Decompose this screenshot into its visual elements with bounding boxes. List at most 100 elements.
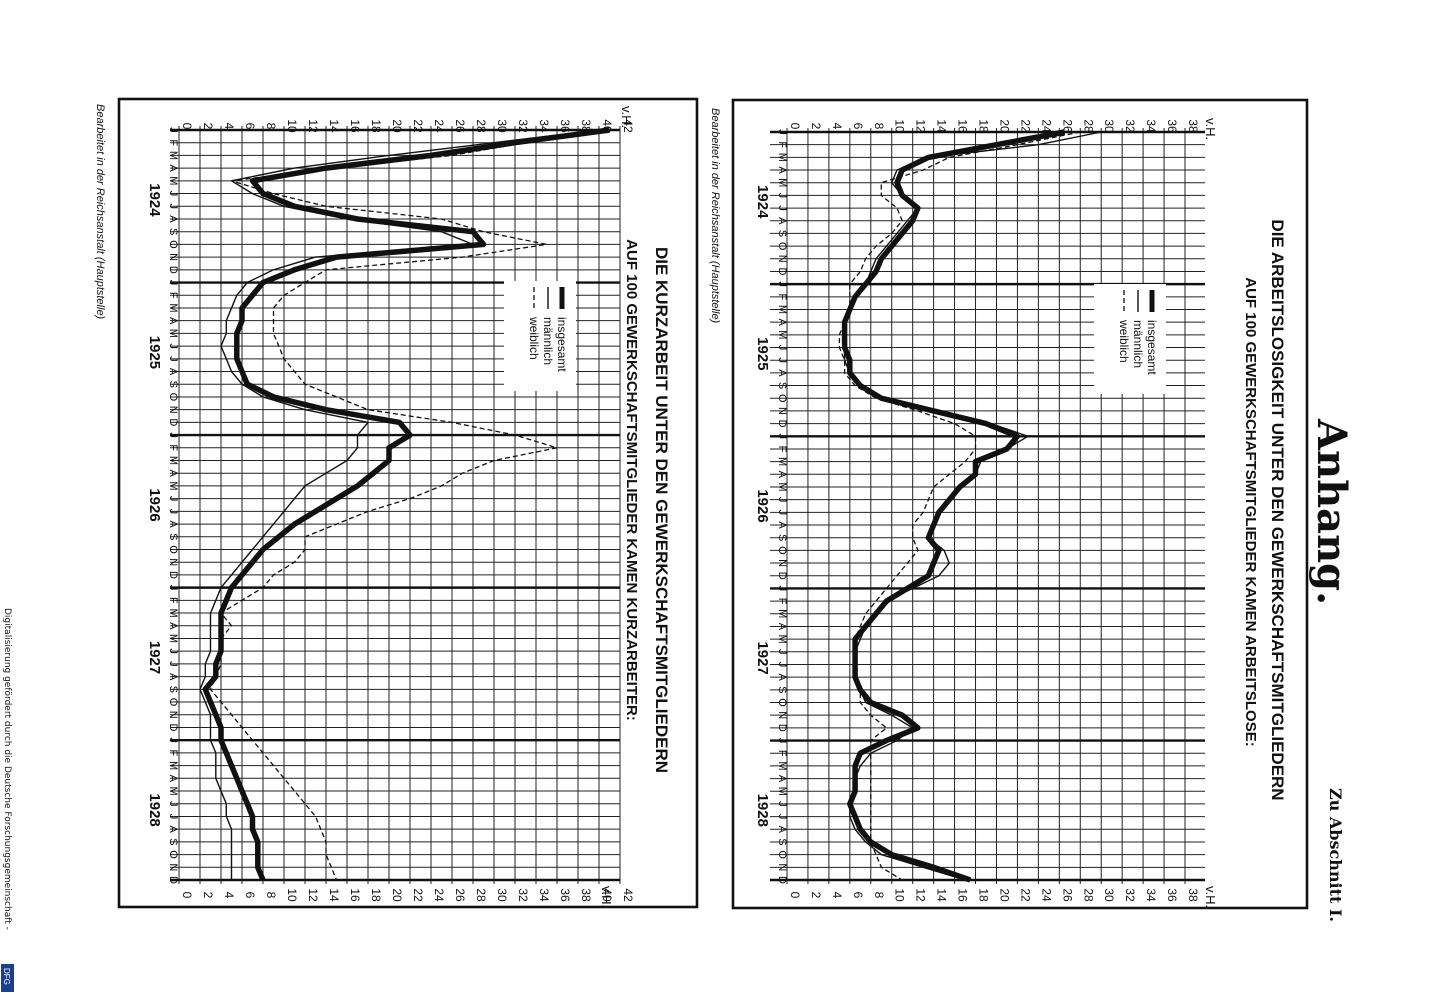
dfg-badge-label: DFG xyxy=(2,968,11,985)
short-time-work-month-label: J xyxy=(167,814,179,820)
unemployment-ytick-label: 24 xyxy=(1039,119,1053,133)
unemployment-ytick-label: 8 xyxy=(872,123,886,130)
short-time-work-year-labels: 1924 1925 1926 1927 1928 xyxy=(146,183,163,827)
unemployment-month-label: D xyxy=(776,724,788,732)
short-time-work-month-label: F xyxy=(167,597,179,604)
unemployment-month-label: A xyxy=(776,623,788,631)
unemployment-ytick-label: 14 xyxy=(935,119,949,133)
short-time-work-ytick-label: 18 xyxy=(369,119,383,133)
short-time-work-month-label: A xyxy=(167,368,179,376)
short-time-work-month-label: S xyxy=(167,533,179,540)
unemployment-month-labels: JFMAMJJASONDJFMAMJJASONDJFMAMJJASONDJFMA… xyxy=(776,129,788,884)
short-time-work-ytick-label: 34 xyxy=(537,888,551,902)
unemployment-month-label: J xyxy=(776,345,788,351)
short-time-work-month-label: D xyxy=(167,723,179,731)
unemployment-ytick-label: 6 xyxy=(851,892,865,899)
unemployment-year-label: 1926 xyxy=(754,489,771,522)
unemployment-ytick-label: 12 xyxy=(914,119,928,133)
unemployment-ytick-label: 38 xyxy=(1186,119,1200,133)
section-reference: Zu Abschnitt I. xyxy=(1326,788,1345,922)
unemployment-ytick-label: 32 xyxy=(1123,888,1137,902)
short-time-work-ytick-label: 10 xyxy=(285,119,299,133)
short-time-work-year-label: 1926 xyxy=(146,488,163,521)
unemployment-month-label: M xyxy=(776,609,788,618)
page-heading: Anhang. xyxy=(1308,418,1355,605)
unemployment-title: DIE ARBEITSLOSIGKEIT UNTER DEN GEWERKSCH… xyxy=(1268,219,1287,800)
unemployment-month-label: M xyxy=(776,305,788,314)
unemployment-month-label: S xyxy=(776,230,788,237)
unemployment-month-label: S xyxy=(776,686,788,693)
unemployment-month-label: J xyxy=(776,357,788,363)
short-time-work-ylabel-top: v.H. xyxy=(619,106,634,128)
unemployment-ytick-label: 24 xyxy=(1039,888,1053,902)
short-time-work-month-label: A xyxy=(167,520,179,528)
short-time-work-month-label: M xyxy=(167,786,179,795)
unemployment-month-label: N xyxy=(776,863,788,871)
short-time-work-month-label: J xyxy=(167,509,179,515)
short-time-work-month-label: J xyxy=(167,648,179,654)
short-time-work-month-label: F xyxy=(167,139,179,146)
short-time-work-ytick-label: 30 xyxy=(495,888,509,902)
unemployment-ytick-label: 36 xyxy=(1165,119,1179,133)
short-time-work-credit: Bearbeitet in der Reichsanstalt (Hauptst… xyxy=(94,104,106,320)
unemployment-ytick-label: 10 xyxy=(893,888,907,902)
unemployment-month-label: S xyxy=(776,534,788,541)
short-time-work-month-label: S xyxy=(167,686,179,693)
short-time-work-month-label: N xyxy=(167,863,179,871)
unemployment-ytick-label: 8 xyxy=(872,892,886,899)
short-time-work-month-label: M xyxy=(167,151,179,160)
short-time-work-month-label: M xyxy=(167,608,179,617)
unemployment-month-label: N xyxy=(776,255,788,263)
short-time-work-month-label: M xyxy=(167,456,179,465)
unemployment-ylabel-top: v.H. xyxy=(1203,118,1218,140)
unemployment-month-label: N xyxy=(776,711,788,719)
short-time-work-month-label: A xyxy=(167,825,179,833)
short-time-work-month-label: D xyxy=(167,571,179,579)
unemployment-ytick-label: 6 xyxy=(851,123,865,130)
unemployment-month-label: M xyxy=(776,457,788,466)
short-time-work-ytick-label: 0 xyxy=(180,123,194,130)
unemployment-month-label: O xyxy=(776,850,788,859)
short-time-work-month-label: J xyxy=(167,280,179,286)
unemployment-yticks-top: 0 2 4 6 8 10 12 14 16 18 20 22 24 26 28 30 32 34 36 38 xyxy=(788,119,1200,133)
unemployment-year-label: 1927 xyxy=(754,641,771,674)
short-time-work-month-label: J xyxy=(167,496,179,502)
unemployment-month-label: A xyxy=(776,521,788,529)
unemployment-month-label: S xyxy=(776,838,788,845)
unemployment-ytick-label: 38 xyxy=(1186,888,1200,902)
unemployment-month-label: M xyxy=(776,153,788,162)
unemployment-ytick-label: 36 xyxy=(1165,888,1179,902)
unemployment-month-label: J xyxy=(776,497,788,503)
unemployment-month-label: M xyxy=(776,482,788,491)
unemployment-month-label: O xyxy=(776,546,788,555)
short-time-work-ytick-label: 28 xyxy=(474,119,488,133)
short-time-work-yticks-top: 0 2 4 6 8 10 12 14 16 18 20 22 24 26 28 30 32 34 36 38 40 42 xyxy=(180,119,635,133)
short-time-work-grid xyxy=(170,126,621,884)
unemployment-month-label: J xyxy=(776,649,788,655)
unemployment-ytick-label: 10 xyxy=(893,119,907,133)
short-time-work-ytick-label: 20 xyxy=(390,888,404,902)
unemployment-month-label: N xyxy=(776,559,788,567)
unemployment-month-label: A xyxy=(776,673,788,681)
unemployment-series-dashed xyxy=(838,131,1081,881)
unemployment-month-label: A xyxy=(776,318,788,326)
short-time-work-ytick-label: 28 xyxy=(474,888,488,902)
short-time-work-month-label: M xyxy=(167,303,179,312)
short-time-work-month-label: D xyxy=(167,266,179,274)
short-time-work-ytick-label: 12 xyxy=(306,888,320,902)
short-time-work-month-label: A xyxy=(167,775,179,783)
short-time-work-ytick-label: 14 xyxy=(327,119,341,133)
short-time-work-ytick-label: 22 xyxy=(411,888,425,902)
short-time-work-month-label: J xyxy=(167,356,179,362)
short-time-work-ytick-label: 8 xyxy=(264,892,278,899)
unemployment-month-label: N xyxy=(776,407,788,415)
unemployment-month-label: O xyxy=(776,394,788,403)
short-time-work-month-label: N xyxy=(167,253,179,261)
unemployment-month-label: D xyxy=(776,876,788,884)
short-time-work-month-label: O xyxy=(167,240,179,249)
short-time-work-ytick-label: 30 xyxy=(495,119,509,133)
short-time-work-month-label: N xyxy=(167,711,179,719)
unemployment-month-label: M xyxy=(776,761,788,770)
